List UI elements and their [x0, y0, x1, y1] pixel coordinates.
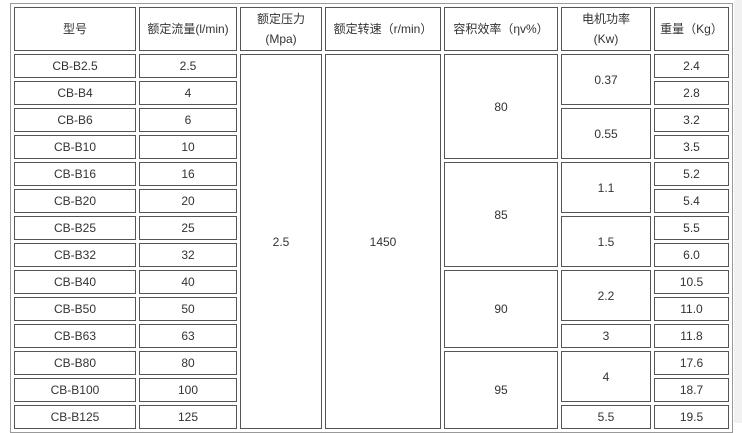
- flow-cell: 20: [139, 189, 237, 213]
- flow-cell: 25: [139, 216, 237, 240]
- weight-cell: 17.6: [654, 351, 729, 375]
- table-row: CB-B6 6 0.55 3.2: [14, 108, 729, 159]
- weight-cell: 18.7: [654, 378, 729, 402]
- power-cell: 5.5: [561, 405, 651, 429]
- efficiency-cell: 95: [444, 351, 558, 429]
- power-cell: 3: [561, 324, 651, 348]
- flow-cell: 10: [139, 135, 237, 159]
- efficiency-cell: 90: [444, 270, 558, 348]
- power-cell: 0.37: [561, 54, 651, 105]
- flow-cell: 16: [139, 162, 237, 186]
- model-cell: CB-B100: [14, 378, 136, 402]
- table-row: CB-B16 16 85 1.1 5.2: [14, 162, 729, 267]
- model-cell: CB-B2.5: [14, 54, 136, 78]
- weight-cell: 3.5: [654, 135, 729, 159]
- table-row: CB-B80 80 95 4 17.6: [14, 351, 729, 429]
- header-power: 电机功率 (Kw): [561, 7, 651, 51]
- speed-cell: 1450: [325, 54, 441, 429]
- weight-cell: 19.5: [654, 405, 729, 429]
- flow-cell: 125: [139, 405, 237, 429]
- table-row: CB-B4 4 2.8: [14, 81, 729, 105]
- power-cell: 1.5: [561, 216, 651, 267]
- weight-cell: 11.8: [654, 324, 729, 348]
- model-cell: CB-B63: [14, 324, 136, 348]
- header-speed: 额定转速（r/min）: [325, 7, 441, 51]
- power-cell: 4: [561, 351, 651, 402]
- weight-cell: 10.5: [654, 270, 729, 294]
- power-cell: 2.2: [561, 270, 651, 321]
- model-cell: CB-B25: [14, 216, 136, 240]
- table-row: CB-B32 32 6.0: [14, 243, 729, 267]
- weight-cell: 6.0: [654, 243, 729, 267]
- model-cell: CB-B6: [14, 108, 136, 132]
- flow-cell: 4: [139, 81, 237, 105]
- flow-cell: 2.5: [139, 54, 237, 78]
- table-row: CB-B63 63 3 11.8: [14, 324, 729, 348]
- table-row: CB-B20 20 5.4: [14, 189, 729, 213]
- model-cell: CB-B80: [14, 351, 136, 375]
- model-cell: CB-B10: [14, 135, 136, 159]
- table-row: CB-B10 10 3.5: [14, 135, 729, 159]
- power-cell: 1.1: [561, 162, 651, 213]
- table-row: CB-B100 100 18.7: [14, 378, 729, 402]
- table-row: CB-B125 125 5.5 19.5: [14, 405, 729, 429]
- weight-cell: 2.8: [654, 81, 729, 105]
- header-model: 型号: [14, 7, 136, 51]
- pump-spec-table: 型号 额定流量(l/min) 额定压力 (Mpa) 额定转速（r/min） 容积…: [10, 3, 733, 433]
- model-cell: CB-B125: [14, 405, 136, 429]
- efficiency-cell: 85: [444, 162, 558, 267]
- flow-cell: 32: [139, 243, 237, 267]
- efficiency-cell: 80: [444, 54, 558, 159]
- header-weight: 重量（Kg）: [654, 7, 729, 51]
- header-efficiency: 容积效率（ηv%）: [444, 7, 558, 51]
- weight-cell: 5.5: [654, 216, 729, 240]
- model-cell: CB-B50: [14, 297, 136, 321]
- model-cell: CB-B20: [14, 189, 136, 213]
- weight-cell: 5.2: [654, 162, 729, 186]
- flow-cell: 50: [139, 297, 237, 321]
- model-cell: CB-B32: [14, 243, 136, 267]
- flow-cell: 80: [139, 351, 237, 375]
- header-flow: 额定流量(l/min): [139, 7, 237, 51]
- weight-cell: 11.0: [654, 297, 729, 321]
- pressure-cell: 2.5: [240, 54, 322, 429]
- table-row: CB-B2.5 2.5 2.5 1450 80 0.37 2.4: [14, 54, 729, 429]
- model-cell: CB-B16: [14, 162, 136, 186]
- model-cell: CB-B40: [14, 270, 136, 294]
- table-row: CB-B40 40 90 2.2 10.5: [14, 270, 729, 348]
- header-pressure: 额定压力 (Mpa): [240, 7, 322, 51]
- power-cell: 0.55: [561, 108, 651, 159]
- flow-cell: 6: [139, 108, 237, 132]
- flow-cell: 40: [139, 270, 237, 294]
- table-row: CB-B25 25 1.5 5.5: [14, 216, 729, 267]
- flow-cell: 63: [139, 324, 237, 348]
- weight-cell: 2.4: [654, 54, 729, 78]
- table-row: CB-B50 50 11.0: [14, 297, 729, 321]
- model-cell: CB-B4: [14, 81, 136, 105]
- weight-cell: 3.2: [654, 108, 729, 132]
- scrollbar[interactable]: [734, 0, 742, 423]
- weight-cell: 5.4: [654, 189, 729, 213]
- header-row: 型号 额定流量(l/min) 额定压力 (Mpa) 额定转速（r/min） 容积…: [14, 7, 729, 51]
- flow-cell: 100: [139, 378, 237, 402]
